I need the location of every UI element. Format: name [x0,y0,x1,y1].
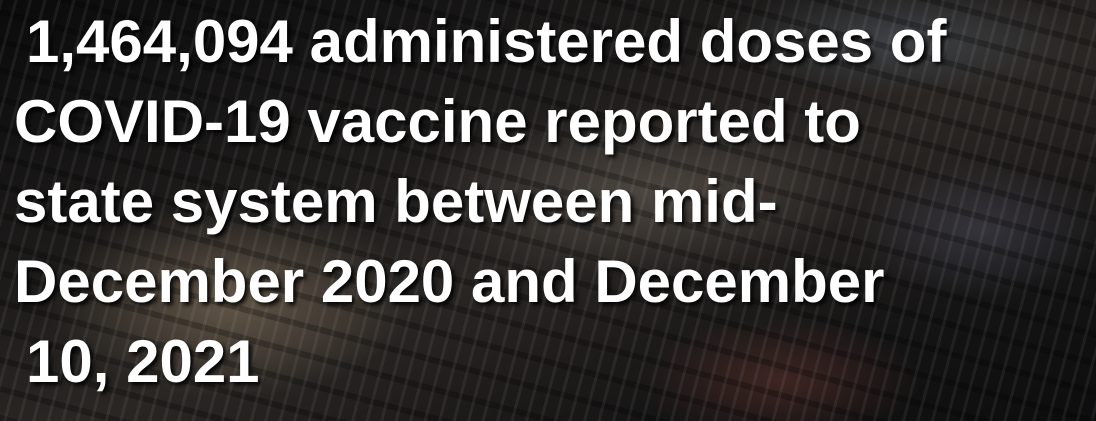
headline-line: state system between mid- [14,162,1096,242]
headline-line: December 2020 and December [14,242,1096,322]
headline-line: 1,464,094 administered doses of [14,2,1096,82]
headline-line: 10, 2021 [14,322,1096,402]
headline-line: COVID-19 vaccine reported to [14,82,1096,162]
image-frame: 1,464,094 administered doses of COVID-19… [0,0,1096,421]
headline: 1,464,094 administered doses of COVID-19… [14,2,1096,402]
